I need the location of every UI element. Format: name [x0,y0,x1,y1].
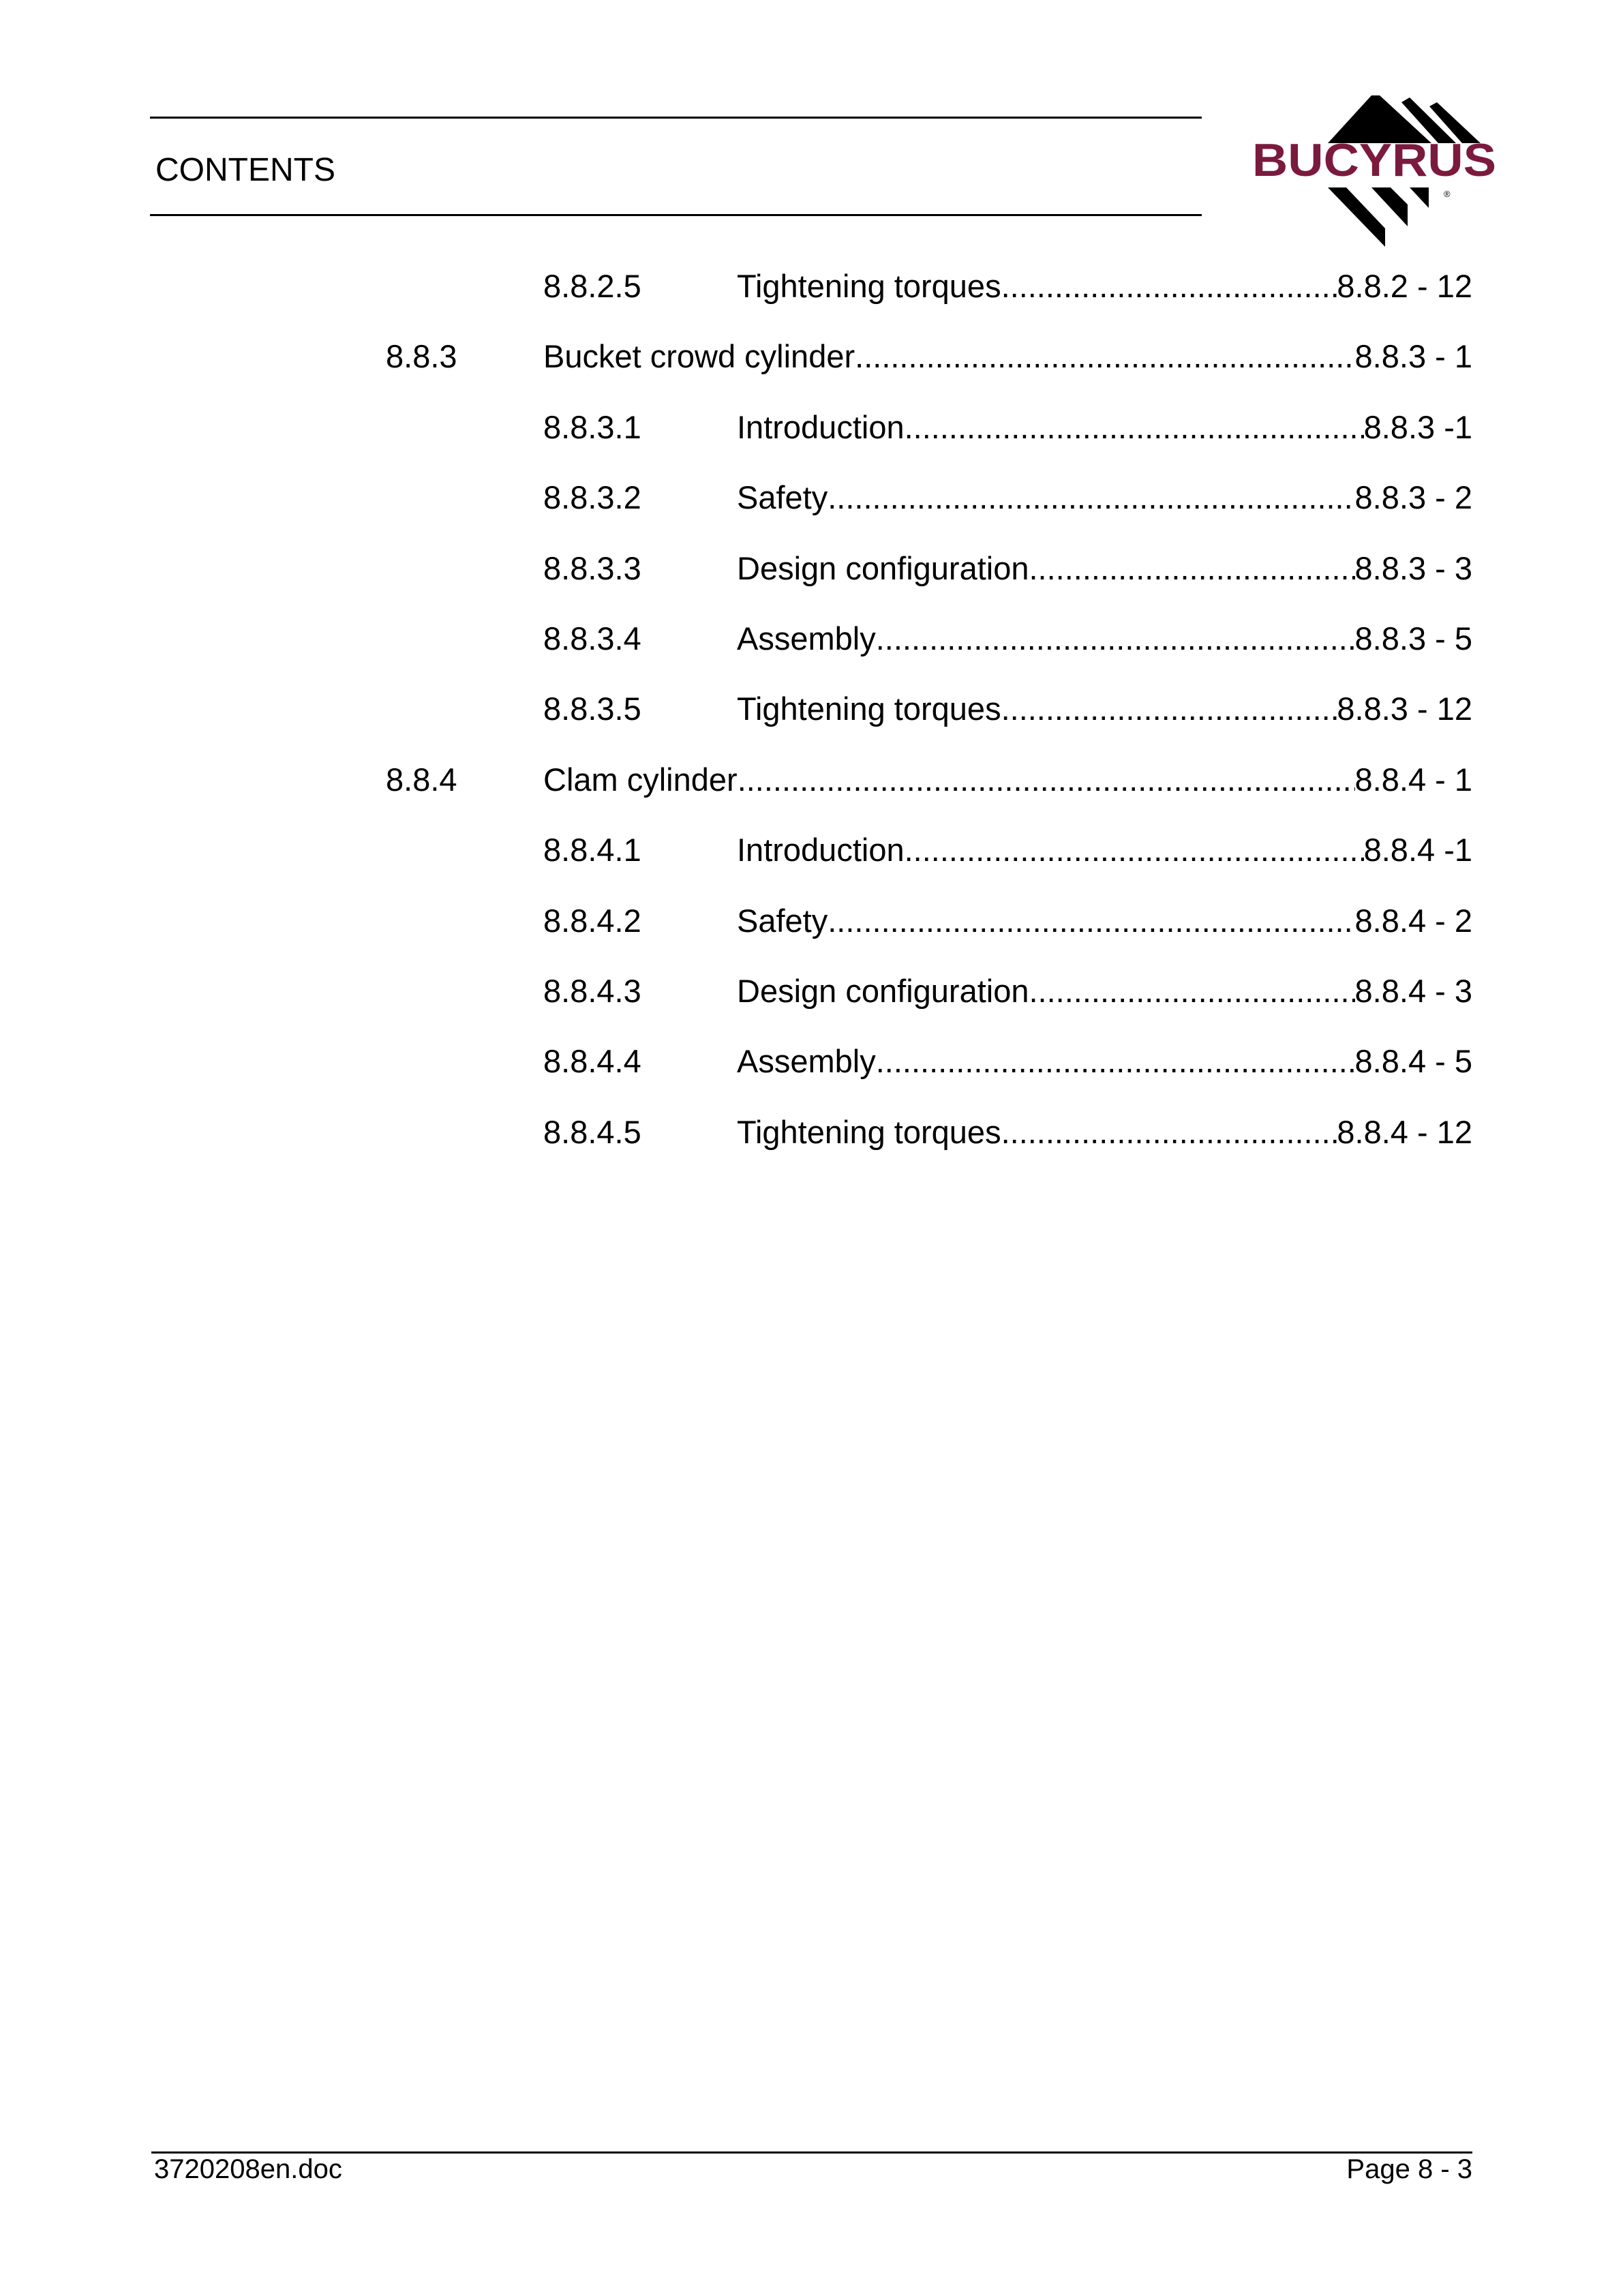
toc-entry-number: 8.8.3 [386,338,457,375]
toc-entry-title: Tightening torques [737,691,1001,727]
toc-entry-title: Assembly [737,1043,876,1080]
dot-leader [905,407,1364,448]
dot-leader [1001,266,1337,307]
toc-entry-line: Bucket crowd cylinder 8.8.3 - 1 [543,336,1472,377]
toc-entry-number: 8.8.3.4 [543,620,641,656]
toc-entry-page: 8.8.3 - 5 [1354,620,1472,656]
toc-entry[interactable]: 8.8.4 Clam cylinder 8.8.4 - 1 [0,759,1472,800]
toc-entry-title: Tightening torques [737,268,1001,304]
toc-entry-page: 8.8.4 - 3 [1354,973,1472,1009]
toc-entry-number: 8.8.4.4 [543,1043,641,1080]
toc-entry-line: Design configuration 8.8.4 - 3 [737,971,1472,1012]
dot-leader [1029,971,1355,1012]
toc-entry-title: Tightening torques [737,1113,1001,1150]
toc-entry-title: Introduction [737,832,905,868]
logo-stripe-bottom-3 [1410,187,1429,208]
toc-entry-title: Safety [737,479,828,516]
toc-entry-line: Assembly 8.8.4 - 5 [737,1041,1472,1082]
toc-entry-line: Assembly 8.8.3 - 5 [737,618,1472,659]
toc-entry-number: 8.8.3.2 [543,479,641,516]
toc-entry-title: Design configuration [737,973,1029,1009]
logo-wordmark: BUCYRUS [1252,134,1496,186]
toc-entry[interactable]: 8.8.2.5 Tightening torques 8.8.2 - 12 [0,266,1472,307]
dot-leader [738,759,1355,800]
footer-filename: 3720208en.doc [154,2154,342,2184]
toc-entry-line: Safety 8.8.3 - 2 [737,477,1472,518]
logo-stripe-bottom-1 [1328,187,1385,247]
bucyrus-logo: BUCYRUS ® [1252,95,1496,247]
toc-entry[interactable]: 8.8.3.2 Safety 8.8.3 - 2 [0,477,1472,518]
toc-entry-number: 8.8.4 [386,761,457,798]
dot-leader [828,901,1354,941]
toc-entry-line: Introduction 8.8.4 -1 [737,830,1472,871]
dot-leader [905,830,1364,871]
toc-entry[interactable]: 8.8.4.2 Safety 8.8.4 - 2 [0,901,1472,941]
toc-entry-line: Design configuration 8.8.3 - 3 [737,548,1472,589]
toc-entry-page: 8.8.2 - 12 [1337,268,1472,304]
toc-entry-title: Design configuration [737,549,1029,586]
toc-entry-page: 8.8.3 - 12 [1337,691,1472,727]
dot-leader [876,1041,1355,1082]
toc-entry-title: Bucket crowd cylinder [543,338,855,375]
dot-leader [1001,689,1337,729]
footer-page-number: Page 8 - 3 [1346,2154,1472,2184]
toc-entry-page: 8.8.3 -1 [1363,408,1472,445]
toc-entry-line: Tightening torques 8.8.2 - 12 [737,266,1472,307]
dot-leader [1029,548,1355,589]
toc-entry[interactable]: 8.8.3.4 Assembly 8.8.3 - 5 [0,618,1472,659]
registered-mark: ® [1444,189,1451,199]
toc-entry-title: Introduction [737,408,905,445]
toc-entry-number: 8.8.3.3 [543,549,641,586]
logo-stripe-bottom-2 [1371,187,1408,226]
toc-entry-page: 8.8.3 - 2 [1354,479,1472,516]
toc-entry[interactable]: 8.8.4.5 Tightening torques 8.8.4 - 12 [0,1112,1472,1153]
toc-entry-title: Safety [737,902,828,939]
toc-entry-number: 8.8.4.5 [543,1113,641,1150]
dot-leader [1001,1112,1337,1153]
toc-entry-page: 8.8.4 -1 [1363,832,1472,868]
logo-stripe-top-2 [1429,102,1481,143]
toc-entry-line: Tightening torques 8.8.3 - 12 [737,689,1472,729]
logo-mountain [1328,95,1431,143]
toc-entry-page: 8.8.4 - 2 [1354,902,1472,939]
toc-entry[interactable]: 8.8.3.1 Introduction 8.8.3 -1 [0,407,1472,448]
toc-entry-title: Assembly [737,620,876,656]
logo-stripe-top-1 [1401,97,1456,143]
dot-leader [855,336,1354,377]
toc-entry-number: 8.8.3.1 [543,408,641,445]
dot-leader [828,477,1354,518]
toc-entry-number: 8.8.4.2 [543,902,641,939]
footer-rule [151,2151,1472,2154]
toc-entry[interactable]: 8.8.4.1 Introduction 8.8.4 -1 [0,830,1472,871]
toc-entry-number: 8.8.2.5 [543,268,641,304]
toc-entry[interactable]: 8.8.3.3 Design configuration 8.8.3 - 3 [0,548,1472,589]
header-top-rule [150,117,1202,119]
header-bottom-rule [150,214,1202,216]
toc-entry-page: 8.8.4 - 5 [1354,1043,1472,1080]
toc-entry-line: Safety 8.8.4 - 2 [737,901,1472,941]
toc-entry[interactable]: 8.8.3.5 Tightening torques 8.8.3 - 12 [0,689,1472,729]
toc-entry-number: 8.8.4.1 [543,832,641,868]
toc-entry[interactable]: 8.8.4.3 Design configuration 8.8.4 - 3 [0,971,1472,1012]
toc-entry-title: Clam cylinder [543,761,738,798]
toc-entry-line: Clam cylinder 8.8.4 - 1 [543,759,1472,800]
toc-entry-page: 8.8.3 - 1 [1354,338,1472,375]
dot-leader [876,618,1355,659]
toc-entry-number: 8.8.3.5 [543,691,641,727]
toc-entry[interactable]: 8.8.3 Bucket crowd cylinder 8.8.3 - 1 [0,336,1472,377]
toc-entry-page: 8.8.3 - 3 [1354,549,1472,586]
toc-entry[interactable]: 8.8.4.4 Assembly 8.8.4 - 5 [0,1041,1472,1082]
toc-entry-page: 8.8.4 - 1 [1354,761,1472,798]
toc-entry-number: 8.8.4.3 [543,973,641,1009]
toc-entry-line: Introduction 8.8.3 -1 [737,407,1472,448]
toc-entry-page: 8.8.4 - 12 [1337,1113,1472,1150]
toc-entry-line: Tightening torques 8.8.4 - 12 [737,1112,1472,1153]
page-title: CONTENTS [155,152,335,188]
